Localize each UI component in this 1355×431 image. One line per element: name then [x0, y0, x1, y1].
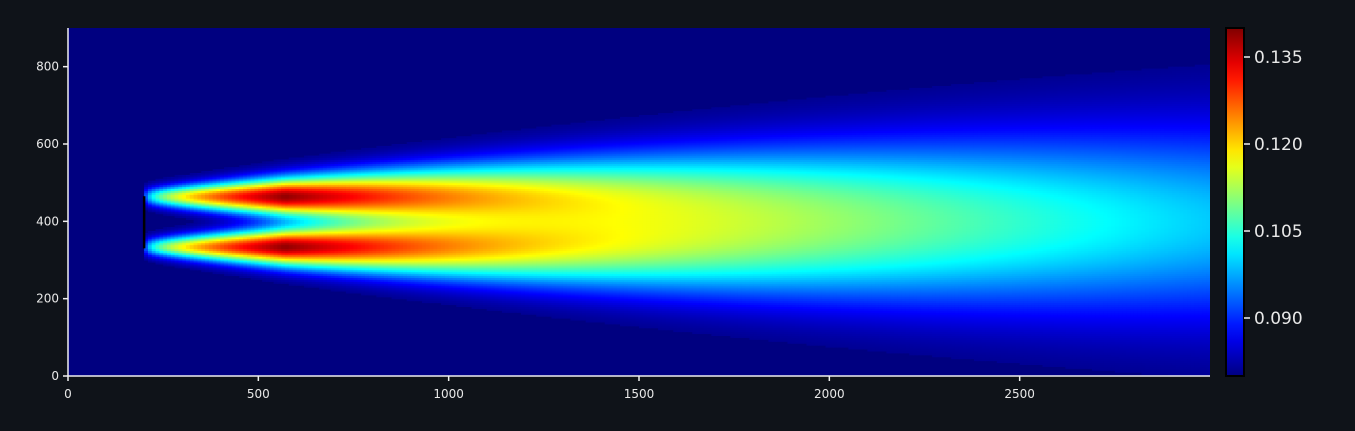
heatmap-cell: [235, 167, 239, 170]
heatmap-cell: [163, 227, 167, 230]
heatmap-cell: [346, 150, 350, 153]
heatmap-cell: [388, 146, 392, 149]
heatmap-cell: [433, 140, 437, 143]
heatmap-cell: [186, 175, 190, 178]
heatmap-cell: [422, 140, 426, 143]
heatmap-cell: [178, 225, 182, 228]
heatmap-cell: [312, 156, 316, 159]
heatmap-cell: [361, 148, 365, 151]
heatmap-cell: [315, 156, 319, 159]
heatmap-cell: [255, 163, 259, 166]
heatmap-cell: [148, 181, 152, 184]
heatmap-cell: [285, 159, 289, 162]
heatmap-cell: [190, 223, 194, 226]
heatmap-cell: [175, 175, 179, 178]
heatmap-cell: [152, 181, 156, 184]
heatmap-cell: [220, 169, 224, 172]
heatmap-cell: [414, 142, 418, 145]
heatmap-cell: [144, 183, 148, 186]
heatmap-cell: [407, 142, 411, 145]
heatmap-cell: [239, 165, 243, 168]
heatmap-cell: [334, 152, 338, 155]
heatmap-cell: [274, 159, 278, 162]
heatmap-cell: [159, 179, 163, 182]
heatmap-cell: [186, 223, 190, 226]
heatmap-cell: [197, 173, 201, 176]
heatmap-cell: [380, 146, 384, 149]
heatmap-cell: [395, 144, 399, 147]
heatmap-cell: [159, 229, 163, 232]
heatmap-cell: [300, 158, 304, 161]
heatmap-cell: [392, 144, 396, 147]
heatmap-cell: [228, 167, 232, 170]
heatmap-cell: [357, 150, 361, 153]
heatmap-cell: [296, 158, 300, 161]
heatmap-cell: [182, 175, 186, 178]
heatmap-cell: [201, 171, 205, 174]
heatmap-cell: [167, 177, 171, 180]
heatmap-cell: [148, 231, 152, 234]
heatmap-cell: [262, 161, 266, 164]
heatmap-cell: [251, 163, 255, 166]
heatmap-cell: [323, 154, 327, 157]
heatmap-cell: [354, 150, 358, 153]
plot-area: [68, 28, 1211, 377]
heatmap-cell: [384, 146, 388, 149]
heatmap-cell: [350, 150, 354, 153]
heatmap-cell: [411, 142, 415, 145]
heatmap-cell: [171, 177, 175, 180]
heatmap-cell: [167, 227, 171, 230]
heatmap-cell: [232, 167, 236, 170]
heatmap-cell: [178, 175, 182, 178]
heatmap-cell: [331, 152, 335, 155]
heatmap-cell: [342, 152, 346, 155]
heatmap-cell: [258, 163, 262, 166]
heatmap-cell: [369, 148, 373, 151]
heatmap-cell: [308, 156, 312, 159]
heatmap-cell: [289, 158, 293, 161]
heatmap-cell: [399, 144, 403, 147]
heatmap-cell: [426, 140, 430, 143]
heatmap-cell: [194, 173, 198, 176]
heatmap-cell: [376, 146, 380, 149]
heatmap-cell: [182, 225, 186, 228]
heatmap-cell: [327, 154, 331, 157]
heatmap-cell: [224, 167, 228, 170]
heatmap-cell: [277, 159, 281, 162]
heatmap-cell: [319, 154, 323, 157]
heatmap-cell: [243, 165, 247, 168]
heatmap-cell: [152, 231, 156, 234]
heatmap-cell: [266, 161, 270, 164]
heatmap-cell: [338, 152, 342, 155]
heatmap-cell: [247, 165, 251, 168]
heatmap-cell: [216, 169, 220, 172]
heatmap-cell: [209, 171, 213, 174]
heatmap-cell: [430, 140, 434, 143]
heatmap-cell: [163, 177, 167, 180]
heatmap-cell: [403, 144, 407, 147]
heatmap-cell: [156, 229, 160, 232]
heatmap-cell: [293, 158, 297, 161]
heatmap-cell: [213, 169, 217, 172]
heatmap-cell: [304, 156, 308, 159]
heatmap-cell: [171, 227, 175, 230]
heatmap-cell: [270, 161, 274, 164]
heatmap-cell: [365, 148, 369, 151]
heatmap-cell: [418, 142, 422, 145]
heatmap-cell: [156, 179, 160, 182]
heatmap-cell: [373, 148, 377, 151]
heatmap-cell: [205, 171, 209, 174]
heatmap-cell: [437, 140, 441, 143]
heatmap-cell: [175, 225, 179, 228]
heatmap-cell: [190, 173, 194, 176]
heatmap-cell: [281, 159, 285, 162]
